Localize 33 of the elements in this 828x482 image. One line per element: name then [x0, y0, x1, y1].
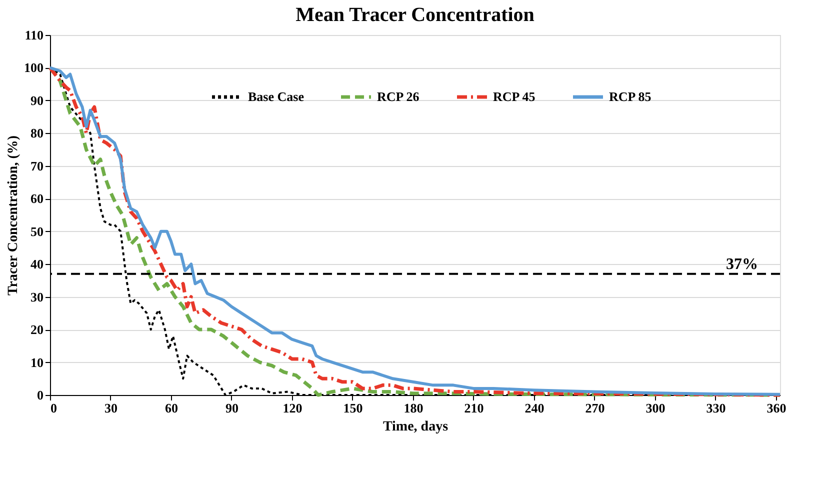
y-tick-label: 50 — [30, 224, 44, 239]
legend-label: RCP 85 — [609, 89, 652, 104]
ref-line-label: 37% — [726, 256, 758, 273]
y-tick-label: 30 — [30, 289, 44, 304]
x-tick-label: 180 — [404, 400, 424, 416]
y-tick-label: 90 — [30, 92, 44, 108]
x-tick-label: 60 — [164, 400, 178, 416]
x-tick-label: 90 — [225, 400, 238, 416]
x-tick-label: 330 — [706, 400, 726, 416]
chart-title: Mean Tracer Concentration — [296, 4, 534, 26]
x-tick-label: 270 — [585, 400, 605, 416]
x-tick-label: 150 — [343, 400, 363, 416]
legend-label: RCP 26 — [377, 89, 420, 104]
x-tick-label: 30 — [104, 400, 118, 416]
x-tick-label: 120 — [282, 400, 302, 416]
x-tick-label: 240 — [524, 400, 544, 416]
legend-label: RCP 45 — [493, 89, 536, 104]
y-tick-label: 40 — [30, 256, 44, 272]
y-tick-label: 110 — [24, 28, 44, 42]
y-axis-title: Tracer Concentration, (%) — [6, 135, 21, 296]
x-axis-title: Time, days — [382, 420, 449, 434]
x-tick-label: 360 — [766, 400, 786, 416]
x-tick-label: 300 — [646, 400, 666, 416]
y-tick-label: 100 — [24, 60, 44, 76]
y-tick-label: 10 — [30, 354, 44, 370]
y-tick-label: 20 — [30, 322, 44, 338]
legend-label: Base Case — [248, 89, 304, 104]
y-tick-label: 80 — [30, 126, 44, 141]
x-tick-label: 210 — [464, 400, 484, 416]
x-tick-label: 0 — [50, 400, 57, 416]
y-tick-label: 60 — [30, 191, 44, 206]
y-tick-label: 70 — [30, 158, 44, 174]
y-tick-label: 0 — [37, 388, 44, 402]
